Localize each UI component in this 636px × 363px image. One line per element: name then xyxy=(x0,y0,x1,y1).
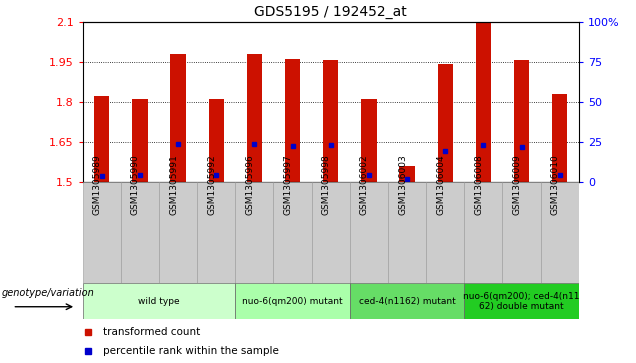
Text: GSM1306009: GSM1306009 xyxy=(513,154,522,215)
Bar xyxy=(247,54,262,182)
Title: GDS5195 / 192452_at: GDS5195 / 192452_at xyxy=(254,5,407,19)
Bar xyxy=(121,182,159,283)
Bar xyxy=(502,182,541,283)
Text: GSM1306002: GSM1306002 xyxy=(360,154,369,215)
Bar xyxy=(235,283,350,319)
Bar xyxy=(235,182,273,283)
Text: transformed count: transformed count xyxy=(102,327,200,337)
Text: nuo-6(qm200) mutant: nuo-6(qm200) mutant xyxy=(242,297,343,306)
Text: GSM1306003: GSM1306003 xyxy=(398,154,407,215)
Text: genotype/variation: genotype/variation xyxy=(2,288,94,298)
Bar xyxy=(464,283,579,319)
Bar xyxy=(273,182,312,283)
Bar xyxy=(350,182,388,283)
Text: GSM1305996: GSM1305996 xyxy=(245,154,254,215)
Text: GSM1305990: GSM1305990 xyxy=(131,154,140,215)
Bar xyxy=(399,166,415,182)
Bar xyxy=(312,182,350,283)
Text: percentile rank within the sample: percentile rank within the sample xyxy=(102,346,279,356)
Bar xyxy=(285,59,300,182)
Bar xyxy=(170,54,186,182)
Bar xyxy=(132,99,148,182)
Bar xyxy=(426,182,464,283)
Bar xyxy=(438,64,453,182)
Bar xyxy=(350,283,464,319)
Bar xyxy=(209,99,224,182)
Bar xyxy=(323,60,338,182)
Text: GSM1305997: GSM1305997 xyxy=(284,154,293,215)
Bar xyxy=(159,182,197,283)
Bar xyxy=(476,23,491,182)
Text: GSM1306010: GSM1306010 xyxy=(551,154,560,215)
Text: GSM1306004: GSM1306004 xyxy=(436,154,445,215)
Bar xyxy=(552,94,567,182)
Bar xyxy=(361,99,377,182)
Bar xyxy=(388,182,426,283)
Bar xyxy=(514,60,529,182)
Bar xyxy=(83,283,235,319)
Text: GSM1305989: GSM1305989 xyxy=(93,154,102,215)
Bar xyxy=(197,182,235,283)
Bar xyxy=(541,182,579,283)
Text: GSM1305998: GSM1305998 xyxy=(322,154,331,215)
Text: GSM1306008: GSM1306008 xyxy=(474,154,483,215)
Text: GSM1305992: GSM1305992 xyxy=(207,154,216,215)
Text: wild type: wild type xyxy=(138,297,180,306)
Bar xyxy=(83,182,121,283)
Text: ced-4(n1162) mutant: ced-4(n1162) mutant xyxy=(359,297,455,306)
Text: nuo-6(qm200); ced-4(n11
62) double mutant: nuo-6(qm200); ced-4(n11 62) double mutan… xyxy=(463,291,580,311)
Text: GSM1305991: GSM1305991 xyxy=(169,154,178,215)
Bar xyxy=(94,96,109,182)
Bar xyxy=(464,182,502,283)
